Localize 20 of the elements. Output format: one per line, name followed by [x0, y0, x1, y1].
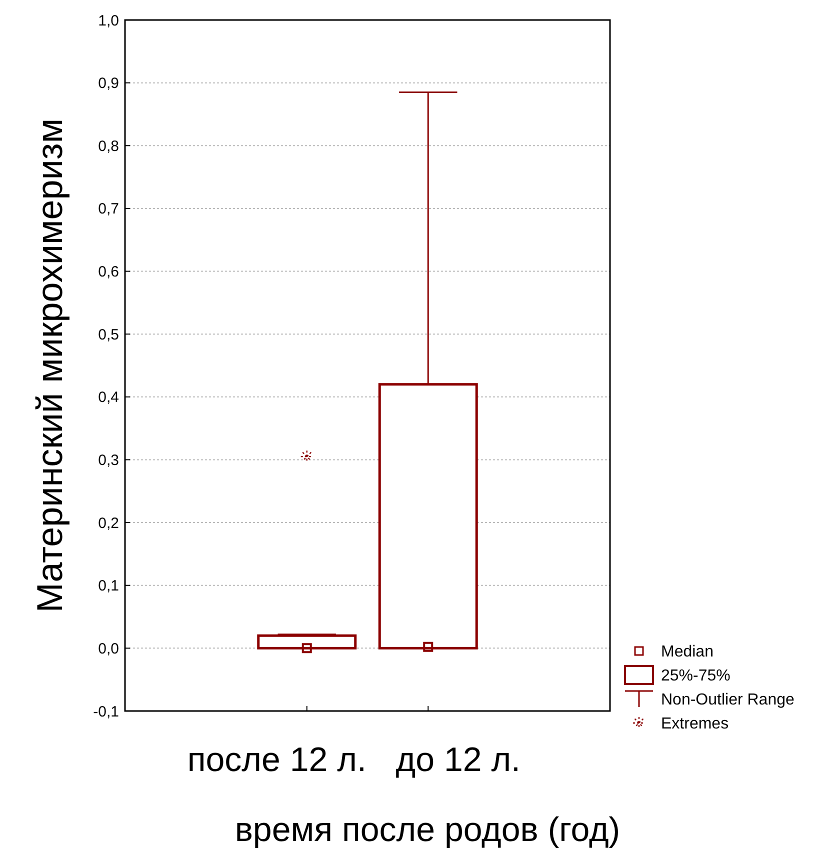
y-tick-label: 0,8	[98, 138, 119, 155]
text: 25%-75%	[661, 668, 730, 685]
y-tick-label: -0,1	[93, 703, 119, 720]
y-tick-label: 0,1	[98, 578, 119, 595]
y-axis-title: Материнский микрохимеризм	[29, 118, 70, 613]
y-tick-label: 0,3	[98, 452, 119, 469]
y-tick-label: 0,4	[98, 389, 119, 406]
text: Extremes	[661, 716, 729, 733]
y-tick-label: 0,2	[98, 514, 119, 532]
text: Median	[661, 644, 714, 661]
y-tick-label: 0,5	[98, 326, 119, 344]
y-tick-label: 0,6	[98, 264, 119, 281]
text: Non-Outlier Range	[661, 692, 794, 709]
y-tick-label: 0,7	[98, 200, 119, 218]
y-tick-label: 0,0	[98, 640, 119, 658]
x-tick-label: после 12 л.	[187, 741, 366, 779]
x-axis-title: время после родов (год)	[234, 811, 620, 849]
y-tick-label: 1,0	[98, 12, 119, 30]
x-tick-label: до 12 л.	[396, 741, 520, 779]
y-tick-label: 0,9	[98, 75, 119, 92]
